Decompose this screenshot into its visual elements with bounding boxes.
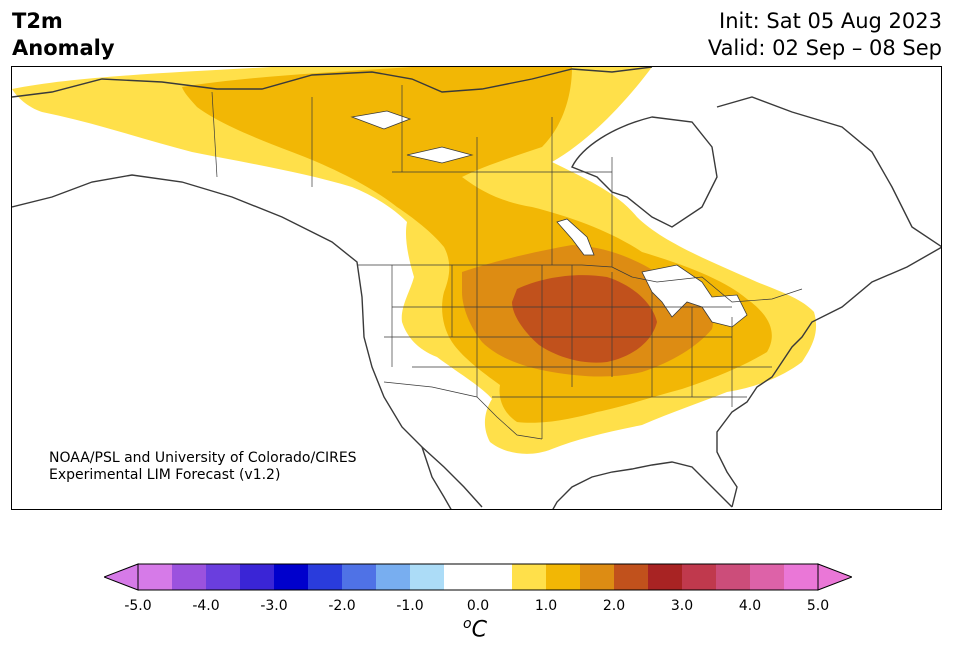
colorbar-cell (274, 564, 309, 590)
credit-line-2: Experimental LIM Forecast (v1.2) (49, 467, 281, 483)
colorbar-tick-label: -3.0 (260, 598, 288, 614)
lake-winnipeg (556, 218, 595, 256)
colorbar-tick-label: 5.0 (806, 598, 830, 614)
colorbar-tick-label: -5.0 (124, 598, 152, 614)
colorbar-min-extension (104, 563, 139, 591)
north-coast (12, 67, 653, 98)
canada-us-border (357, 264, 803, 303)
colorbar-cell (716, 564, 751, 590)
gulf-coast (552, 461, 733, 509)
colorbar-cell (546, 564, 581, 590)
great-bear-lake (350, 110, 412, 130)
us-mexico-border (383, 381, 543, 440)
colorbar-cell (750, 564, 785, 590)
colorbar-cell (206, 564, 241, 590)
province-borders (311, 85, 613, 267)
colorbar-cell (580, 564, 615, 590)
alaska-border (211, 91, 218, 178)
colorbar-cell (444, 564, 479, 590)
colorbar-unit: oC (463, 616, 487, 642)
hudson-bay-coast (571, 116, 718, 228)
political-borders (211, 85, 803, 440)
colorbar-tick-label: 4.0 (738, 598, 762, 614)
colorbar-outline (137, 563, 819, 591)
colorbar-cells (104, 563, 852, 591)
anomaly-shading (12, 67, 817, 454)
colorbar-cell (138, 564, 173, 590)
title-type: Anomaly (12, 36, 115, 60)
state-borders (384, 265, 772, 439)
colorbar-cell (410, 564, 445, 590)
map-svg (12, 67, 941, 509)
colorbar-tick-label: 3.0 (670, 598, 694, 614)
anomaly-map (11, 66, 942, 510)
colorbar-cell (648, 564, 683, 590)
valid-range: Valid: 02 Sep – 08 Sep (707, 36, 942, 60)
colorbar-cell (478, 564, 513, 590)
great-slave-lake (406, 146, 474, 164)
atlantic-coast (716, 246, 941, 508)
colorbar-cell (784, 564, 819, 590)
title-variable: T2m (12, 9, 63, 33)
labrador-coast (716, 96, 941, 248)
colorbar-cell (512, 564, 547, 590)
colorbar-tick-label: -2.0 (328, 598, 356, 614)
colorbar-cell (172, 564, 207, 590)
unit-celsius: C (471, 617, 487, 643)
colorbar-cell (308, 564, 343, 590)
colorbar-tick-label: 1.0 (534, 598, 558, 614)
unit-degree: o (463, 616, 472, 632)
colorbar-tick-label: 2.0 (602, 598, 626, 614)
credit-line-1: NOAA/PSL and University of Colorado/CIRE… (49, 450, 357, 466)
colorbar (104, 563, 852, 591)
forecast-dates: Init: Sat 05 Aug 2023 Valid: 02 Sep – 08… (708, 8, 942, 62)
colorbar-cell (240, 564, 275, 590)
colorbar-tick-label: 0.0 (466, 598, 490, 614)
colorbar-tick-label: -4.0 (192, 598, 220, 614)
colorbar-max-extension (817, 563, 852, 591)
map-title: T2m Anomaly (12, 8, 115, 62)
credit-text: NOAA/PSL and University of Colorado/CIRE… (49, 450, 357, 484)
pacific-coast (12, 174, 483, 508)
colorbar-cell (682, 564, 717, 590)
baja-coast (421, 446, 452, 509)
colorbar-cell (376, 564, 411, 590)
colorbar-cell (614, 564, 649, 590)
init-date: Init: Sat 05 Aug 2023 (719, 9, 942, 33)
colorbar-cell (342, 564, 377, 590)
colorbar-tick-label: -1.0 (396, 598, 424, 614)
coastlines (12, 67, 941, 509)
anomaly-max-area (512, 275, 657, 363)
